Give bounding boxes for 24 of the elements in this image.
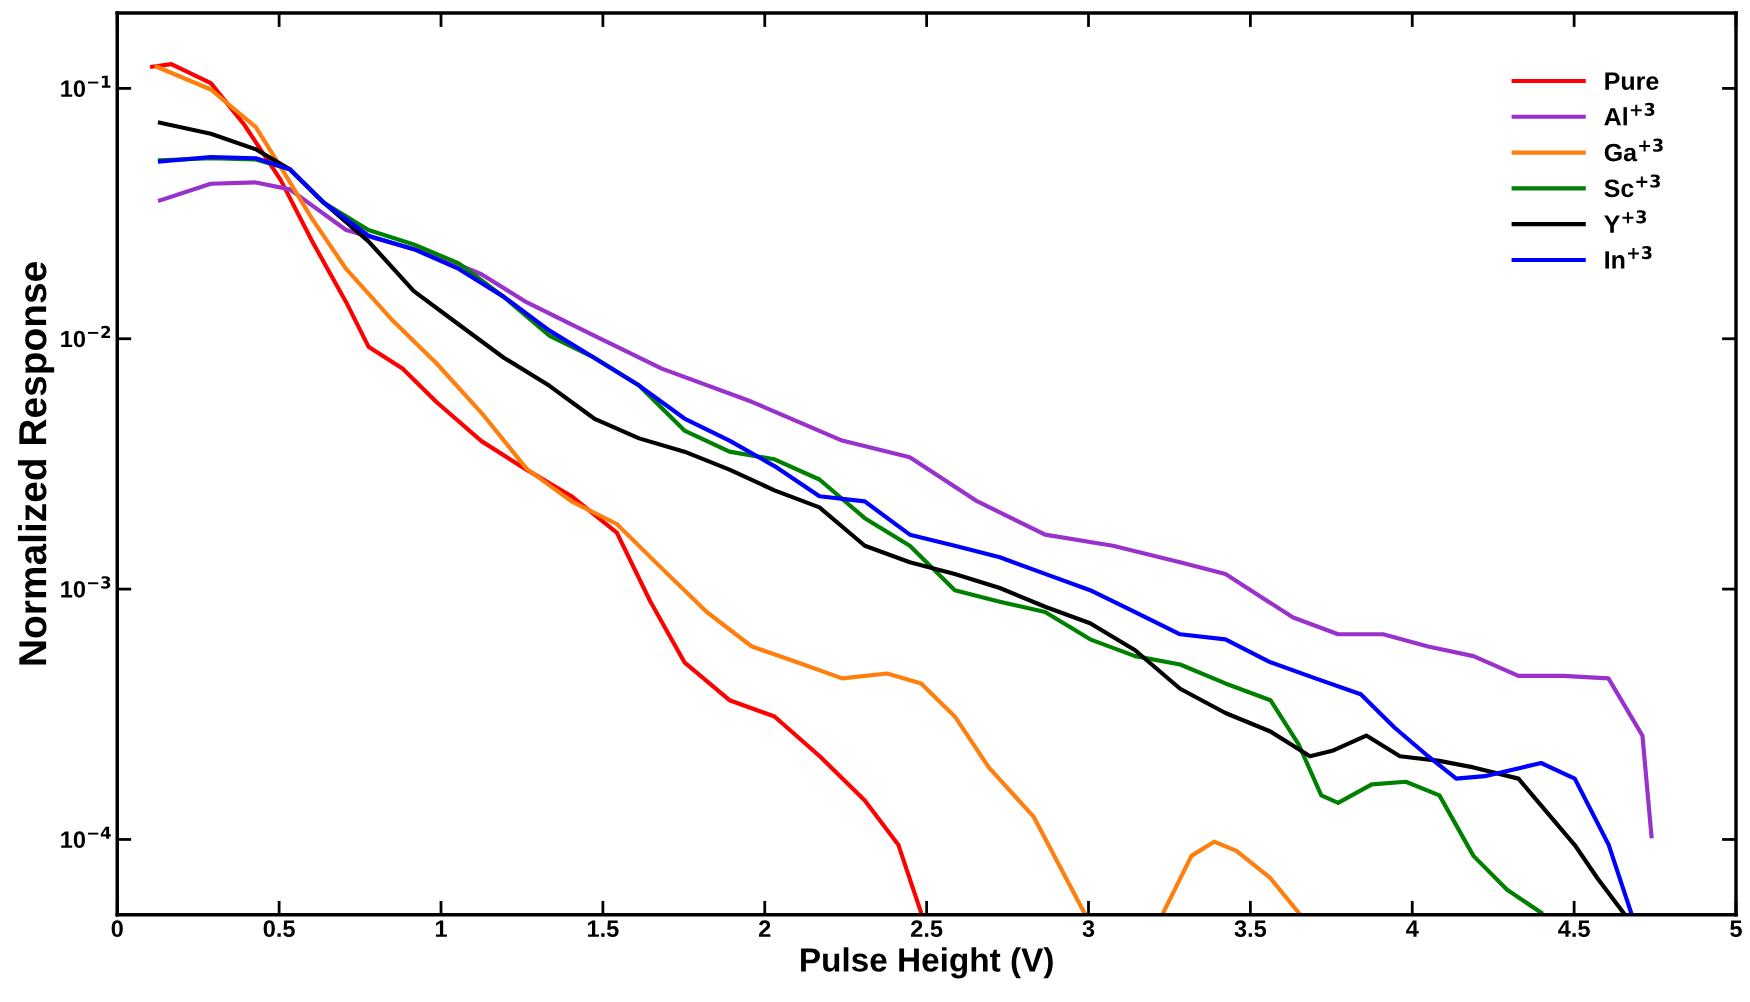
legend-label: Ga$^{+3}$ — [1604, 138, 1663, 162]
x-tick-label: 2 — [759, 920, 771, 937]
x-axis-title: Pulse Height (V) — [801, 947, 1053, 979]
y-tick-label: 10$^{−2}$ — [61, 325, 111, 348]
y-tick-label: 10$^{−4}$ — [61, 826, 111, 849]
line-series — [150, 62, 924, 915]
y-tick-label: 10$^{−3}$ — [61, 576, 111, 598]
x-tick-label: 5 — [1730, 920, 1742, 938]
x-tick-label: 3.5 — [1234, 920, 1267, 938]
y-tick-label: 10$^{−1}$ — [61, 75, 111, 98]
x-tick-label: 1.5 — [587, 920, 619, 938]
x-tick-label: 4.5 — [1558, 920, 1590, 938]
legend-label: In$^{+3}$ — [1605, 245, 1652, 269]
legend-label: Pure — [1605, 72, 1659, 90]
x-tick-label: 4 — [1406, 920, 1419, 937]
x-tick-label: 0.5 — [263, 920, 295, 938]
legend-label: Sc$^{+3}$ — [1604, 174, 1660, 198]
x-tick-label: 2.5 — [911, 920, 943, 938]
legend-label: Al$^{+3}$ — [1604, 102, 1655, 126]
x-tick-label: 3 — [1082, 920, 1095, 938]
y-axis-title: Normalized Response — [17, 262, 55, 665]
x-tick-label: 0 — [111, 920, 123, 938]
x-tick-label: 1 — [435, 920, 447, 937]
legend-label: Y$^{+3}$ — [1604, 210, 1647, 233]
